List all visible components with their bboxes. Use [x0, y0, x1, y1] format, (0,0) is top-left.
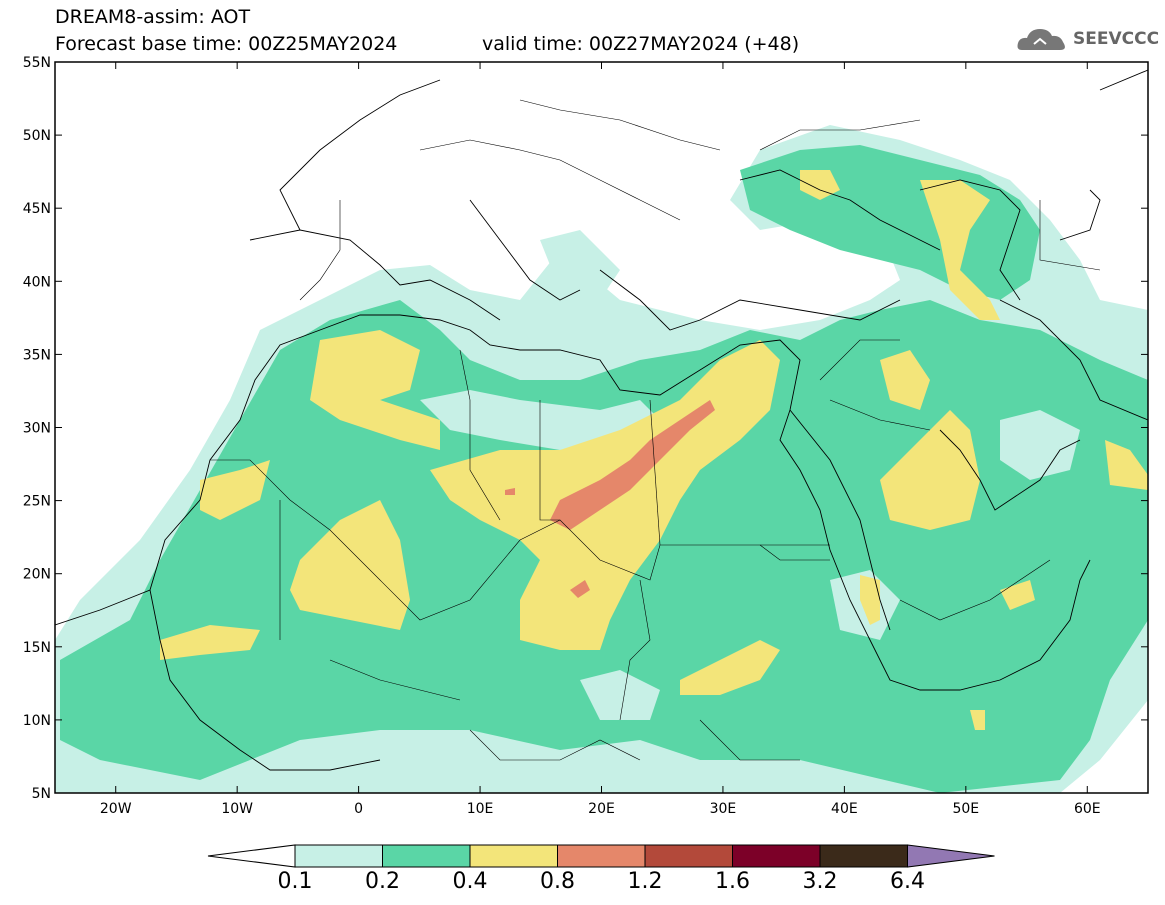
- colorbar-segment: [382, 844, 471, 868]
- colorbar-under-arrow: [207, 844, 296, 868]
- colorbar-segment: [644, 844, 733, 868]
- lon-tick-label: 60E: [1074, 801, 1101, 817]
- colorbar-label: 0.1: [277, 869, 313, 894]
- lat-tick-label: 10N: [23, 713, 51, 729]
- lon-tick-label: 10E: [467, 801, 494, 817]
- lat-tick-label: 15N: [23, 640, 51, 656]
- longitude-ticks: 20W 10W 0 10E 20E 30E 40E 50E 60E: [100, 62, 1101, 817]
- lat-tick-label: 35N: [23, 347, 51, 363]
- lat-tick-label: 50N: [23, 128, 51, 144]
- forecast-base-time: Forecast base time: 00Z25MAY2024: [55, 33, 398, 55]
- colorbar-segment: [732, 844, 821, 868]
- colorbar-segment: [469, 844, 558, 868]
- logo-text: SEEVCCC: [1073, 29, 1160, 49]
- lat-tick-label: 55N: [23, 55, 51, 71]
- cloud-icon: [1017, 29, 1065, 50]
- lon-tick-label: 10W: [221, 801, 253, 817]
- colorbar-label: 0.8: [540, 869, 575, 894]
- colorbar-label: 0.4: [452, 869, 488, 894]
- country-borders: [210, 99, 1101, 761]
- colorbar-over-arrow: [907, 844, 995, 868]
- lat-tick-label: 25N: [23, 494, 51, 510]
- colorbar-label: 3.2: [802, 869, 838, 894]
- lat-tick-label: 45N: [23, 201, 51, 217]
- lon-tick-label: 30E: [710, 801, 737, 817]
- aot-band-0.8: [505, 400, 715, 598]
- lon-tick-label: 50E: [952, 801, 979, 817]
- lat-tick-label: 40N: [23, 274, 51, 290]
- colorbar-label: 0.2: [365, 869, 400, 894]
- colorbar-label: 1.6: [715, 869, 750, 894]
- lon-tick-label: 40E: [831, 801, 858, 817]
- latitude-ticks: 55N 50N 45N 40N 35N 30N 25N 20N 15N 10N 5N: [23, 55, 1148, 802]
- aot-colorbar: [207, 844, 995, 868]
- lat-tick-label: 20N: [23, 567, 51, 583]
- colorbar-label: 6.4: [890, 869, 925, 894]
- colorbar-segment: [294, 844, 383, 868]
- colorbar-label: 1.2: [627, 869, 663, 894]
- lon-tick-label: 20E: [588, 801, 615, 817]
- lon-tick-label: 0: [354, 801, 363, 817]
- map-title: DREAM8-assim: AOT: [55, 6, 251, 28]
- lon-tick-label: 20W: [100, 801, 132, 817]
- colorbar-segment: [557, 844, 646, 868]
- coastlines: [55, 69, 1148, 771]
- valid-time: valid time: 00Z27MAY2024 (+48): [482, 33, 800, 55]
- lat-tick-label: 30N: [23, 421, 51, 437]
- lat-tick-label: 5N: [32, 786, 51, 802]
- aot-field: [55, 69, 1148, 793]
- colorbar-segment: [819, 844, 908, 868]
